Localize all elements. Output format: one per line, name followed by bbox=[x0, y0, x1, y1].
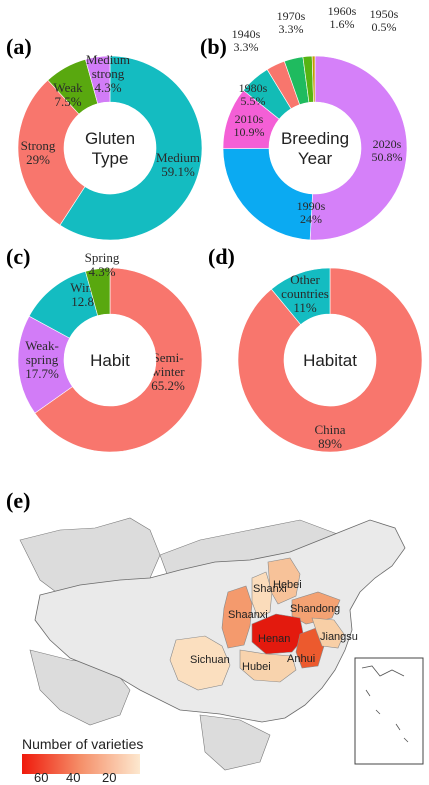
donut-center-label: Breeding Year bbox=[281, 129, 349, 168]
slice-label: 1990s 24% bbox=[297, 199, 326, 226]
south-china-sea-inset bbox=[354, 657, 424, 765]
label-shandong: Shandong bbox=[290, 603, 340, 615]
panel-label-b: (b) bbox=[200, 34, 227, 59]
label-henan: Henan bbox=[258, 633, 290, 645]
donut-center-label: Habit bbox=[90, 351, 130, 370]
donut-center-label: Gluten Type bbox=[85, 129, 135, 168]
slice-label: Strong 29% bbox=[21, 138, 56, 167]
province-shaanxi bbox=[221, 585, 253, 649]
slice-label: China 89% bbox=[314, 422, 345, 451]
label-shaanxi: Shaanxi bbox=[228, 609, 268, 621]
panel-label-d: (d) bbox=[208, 244, 235, 269]
donut-hole bbox=[64, 314, 156, 406]
label-hubei: Hubei bbox=[242, 661, 271, 673]
slice-label: 1940s 3.3% bbox=[232, 27, 261, 54]
province-shandong bbox=[291, 591, 341, 625]
donut-gluten-type: Medium 59.1% Strong 29% Weak 7.5%Medium strong… bbox=[17, 52, 203, 241]
slice-label: 1980s 5.5% bbox=[239, 81, 268, 108]
legend-colorbar bbox=[22, 754, 140, 774]
slice-label: 1960s 1.6% bbox=[328, 4, 357, 31]
donut-hole bbox=[284, 314, 376, 406]
slice-label: 1970s 3.3% bbox=[277, 9, 306, 36]
label-sichuan: Sichuan bbox=[190, 654, 230, 666]
donut-breeding-year: 2020s 50.8% 1990s 24% 2010s 10.9% 1980s 5.5% 194… bbox=[222, 4, 408, 241]
slice-label: 2020s 50.8% bbox=[372, 137, 403, 164]
donut-habitat: China 89% Other countries 11% Habitat bbox=[237, 267, 423, 453]
inset-coastline bbox=[361, 665, 409, 743]
slice-label: Medium strong 4.3% bbox=[86, 52, 130, 95]
province-jiangsu bbox=[311, 617, 345, 649]
donut-hole bbox=[64, 102, 156, 194]
slice-label: 1950s 0.5% bbox=[370, 7, 399, 34]
panel-label-a: (a) bbox=[6, 34, 32, 59]
neighbour-land bbox=[199, 714, 271, 771]
donut-charts-area: Medium 59.1% Strong 29% Weak 7.5%Medium strong… bbox=[17, 4, 423, 453]
slice-label: Medium 59.1% bbox=[156, 150, 200, 179]
slice-label: 2010s 10.9% bbox=[234, 112, 265, 139]
panel-label-e: (e) bbox=[6, 488, 31, 513]
slice-label: Spring 4.3% bbox=[85, 250, 120, 279]
donut-habit: Semi-winter 65.2%Weak-spring 17.7%Winter 12… bbox=[17, 250, 203, 453]
slice-label: Semi-winter 65.2% bbox=[151, 350, 185, 393]
legend-tick-20: 20 bbox=[102, 770, 117, 785]
china-outline bbox=[34, 519, 406, 723]
china-map: Shanxi Shaanxi Hebei Shandong Henan Anhu… bbox=[19, 517, 424, 771]
province-sichuan bbox=[169, 635, 231, 691]
province-hubei bbox=[239, 649, 297, 683]
slice-label: Weak 7.5% bbox=[53, 80, 83, 109]
panel-label-c: (c) bbox=[6, 244, 31, 269]
legend-tick-40: 40 bbox=[66, 770, 81, 785]
province-shanxi bbox=[251, 571, 273, 619]
label-hebei: Hebei bbox=[273, 579, 302, 591]
donut-slice bbox=[17, 79, 86, 226]
legend-tick-60: 60 bbox=[34, 770, 49, 785]
legend-title: Number of varieties bbox=[22, 736, 144, 752]
province-hebei bbox=[267, 557, 301, 605]
label-jiangsu: Jiangsu bbox=[320, 631, 358, 643]
label-shanxi: Shanxi bbox=[253, 583, 287, 595]
slice-label: Weak-spring 17.7% bbox=[25, 338, 59, 381]
label-anhui: Anhui bbox=[287, 653, 315, 665]
donut-center-label: Habitat bbox=[303, 351, 357, 370]
slice-label: Other countries 11% bbox=[281, 272, 329, 315]
donut-hole bbox=[269, 102, 361, 194]
